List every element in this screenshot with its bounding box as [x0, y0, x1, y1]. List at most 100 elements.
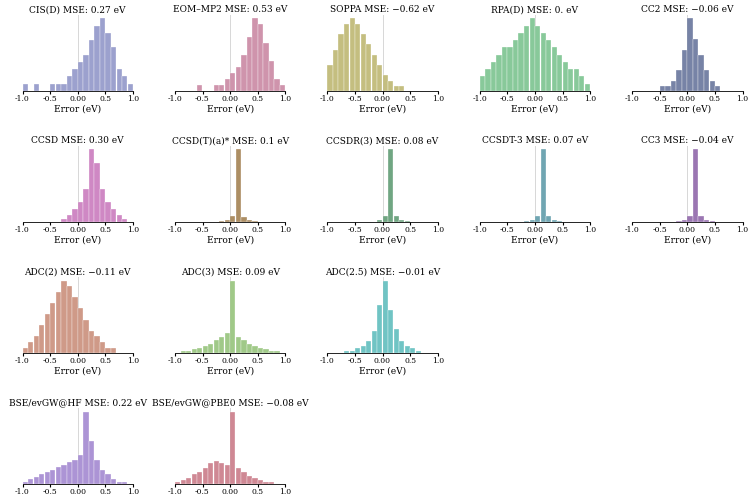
Bar [416, 351, 421, 353]
Bar [247, 37, 252, 91]
Bar [252, 221, 257, 222]
Bar [28, 342, 34, 353]
Title: CCSDT-3 MSE: 0.07 eV: CCSDT-3 MSE: 0.07 eV [482, 136, 588, 145]
Bar [693, 150, 698, 222]
Bar [242, 217, 247, 222]
Bar [78, 455, 83, 484]
Bar [186, 478, 191, 484]
Bar [219, 337, 224, 353]
Bar [252, 478, 257, 484]
Bar [209, 344, 214, 353]
Bar [197, 85, 202, 91]
Bar [191, 474, 196, 484]
Bar [100, 189, 105, 222]
Bar [247, 476, 252, 484]
X-axis label: Error (eV): Error (eV) [359, 367, 406, 375]
Bar [541, 33, 546, 91]
Bar [94, 163, 100, 222]
Bar [405, 346, 410, 353]
Bar [541, 150, 546, 222]
Bar [56, 291, 61, 353]
Bar [181, 351, 186, 353]
Bar [78, 62, 83, 91]
Bar [181, 480, 186, 484]
Bar [89, 150, 94, 222]
Bar [350, 351, 355, 353]
Bar [78, 308, 83, 353]
Bar [28, 479, 34, 484]
Bar [394, 86, 399, 91]
Bar [660, 86, 665, 91]
Bar [518, 33, 524, 91]
Bar [366, 44, 371, 91]
Bar [225, 465, 230, 484]
Bar [242, 472, 247, 484]
X-axis label: Error (eV): Error (eV) [512, 236, 559, 245]
Bar [78, 202, 83, 222]
Bar [242, 55, 247, 91]
Bar [247, 220, 252, 222]
Bar [94, 460, 100, 484]
Bar [230, 73, 236, 91]
Bar [116, 482, 122, 484]
Bar [682, 49, 687, 91]
Bar [50, 470, 55, 484]
Title: CCSD(T)(a)* MSE: 0.1 eV: CCSD(T)(a)* MSE: 0.1 eV [172, 136, 289, 145]
Bar [513, 40, 518, 91]
Bar [22, 482, 28, 484]
Bar [710, 221, 715, 222]
Bar [524, 26, 530, 91]
Bar [34, 477, 39, 484]
Bar [50, 84, 55, 91]
Bar [530, 18, 535, 91]
Bar [263, 42, 268, 91]
Bar [394, 329, 399, 353]
Bar [83, 320, 88, 353]
Bar [83, 189, 88, 222]
Bar [67, 462, 72, 484]
Bar [490, 62, 496, 91]
Bar [382, 281, 388, 353]
Bar [225, 333, 230, 353]
Title: CC2 MSE: −0.06 eV: CC2 MSE: −0.06 eV [641, 5, 734, 14]
Bar [94, 26, 100, 91]
Bar [242, 340, 247, 353]
Bar [67, 286, 72, 353]
Bar [89, 331, 94, 353]
Bar [269, 351, 274, 353]
Title: SOPPA MSE: −0.62 eV: SOPPA MSE: −0.62 eV [330, 5, 435, 14]
X-axis label: Error (eV): Error (eV) [206, 105, 254, 114]
Bar [225, 220, 230, 222]
Bar [230, 281, 236, 353]
Bar [122, 219, 128, 222]
Bar [377, 305, 382, 353]
Bar [388, 81, 394, 91]
Bar [247, 344, 252, 353]
Bar [236, 467, 241, 484]
Bar [676, 221, 682, 222]
Title: BSE/evGW@HF MSE: 0.22 eV: BSE/evGW@HF MSE: 0.22 eV [9, 398, 147, 407]
Bar [106, 202, 111, 222]
Bar [191, 349, 196, 353]
Bar [236, 337, 241, 353]
Bar [56, 84, 61, 91]
Bar [56, 467, 61, 484]
Bar [274, 79, 280, 91]
Bar [106, 347, 111, 353]
Bar [280, 85, 285, 91]
Bar [128, 84, 133, 91]
Bar [22, 347, 28, 353]
Bar [202, 467, 208, 484]
Bar [388, 310, 394, 353]
Title: BSE/evGW@PBE0 MSE: −0.08 eV: BSE/evGW@PBE0 MSE: −0.08 eV [152, 398, 308, 407]
Bar [361, 346, 366, 353]
Bar [45, 314, 50, 353]
Bar [252, 346, 257, 353]
Bar [562, 62, 568, 91]
Bar [410, 348, 416, 353]
Title: ADC(2) MSE: −0.11 eV: ADC(2) MSE: −0.11 eV [25, 267, 131, 276]
Title: EOM–MP2 MSE: 0.53 eV: EOM–MP2 MSE: 0.53 eV [173, 5, 287, 14]
Bar [715, 86, 720, 91]
Bar [688, 18, 693, 91]
Title: CC3 MSE: −0.04 eV: CC3 MSE: −0.04 eV [641, 136, 734, 145]
